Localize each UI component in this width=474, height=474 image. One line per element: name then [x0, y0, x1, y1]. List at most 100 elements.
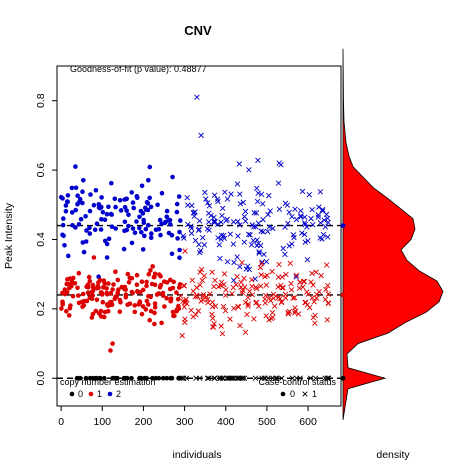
point-1-1: [218, 323, 224, 329]
point-2-1: [192, 209, 198, 215]
point-0-0: [169, 375, 175, 381]
point-2-1: [255, 157, 261, 164]
point-2-1: [297, 207, 304, 214]
point-2-1: [243, 266, 250, 272]
point-1-0: [140, 287, 146, 293]
point-2-0: [75, 193, 80, 198]
point-1-1: [242, 329, 249, 336]
point-2-1: [270, 225, 276, 232]
point-2-1: [201, 242, 208, 248]
plot-area: [56, 65, 342, 407]
point-2-1: [234, 181, 241, 187]
point-1-1: [235, 304, 242, 310]
point-outlier: [198, 132, 204, 139]
point-2-0: [126, 223, 131, 229]
point-1-0: [135, 289, 140, 295]
point-2-0: [134, 194, 140, 199]
point-2-0: [65, 199, 70, 204]
point-2-1: [267, 208, 273, 214]
point-1-0: [90, 282, 96, 288]
point-2-1: [322, 224, 329, 230]
point-2-1: [324, 234, 331, 240]
point-outlier: [194, 94, 200, 100]
point-1-0: [66, 285, 72, 291]
point-2-1: [234, 254, 240, 260]
point-2-1: [230, 241, 237, 247]
point-1-0: [134, 272, 140, 278]
y-tick-label: 0.6: [35, 163, 47, 178]
point-2-1: [252, 276, 258, 282]
point-2-1: [293, 274, 299, 280]
y-tick-label: 0.8: [35, 93, 47, 108]
point-2-1: [289, 213, 295, 220]
point-2-1: [242, 208, 249, 215]
point-2-1: [227, 231, 234, 237]
point-2-0: [174, 201, 180, 207]
point-2-0: [122, 219, 128, 225]
point-1-1: [287, 260, 294, 267]
point-2-0: [73, 164, 78, 169]
density-threshold-marker-0: [340, 375, 346, 381]
point-2-1: [206, 203, 213, 209]
point-1-1: [246, 288, 253, 295]
point-0-1: [272, 375, 279, 381]
point-1-0: [76, 300, 82, 306]
point-2-0: [163, 219, 168, 225]
point-1-0: [119, 284, 125, 290]
point-1-0: [117, 309, 123, 315]
point-1-0: [167, 286, 173, 292]
point-2-1: [230, 219, 237, 225]
point-2-1: [317, 220, 324, 226]
point-2-0: [141, 217, 146, 223]
point-1-1: [229, 290, 235, 297]
point-1-1: [280, 285, 286, 291]
point-0-1: [312, 375, 319, 381]
point-0-1: [231, 375, 238, 381]
point-1-0: [89, 296, 95, 302]
point-2-0: [93, 188, 99, 193]
point-1-0: [160, 290, 166, 296]
point-1-0: [146, 272, 152, 277]
point-2-1: [255, 190, 261, 196]
point-0-1: [193, 375, 199, 381]
point-2-0: [80, 189, 85, 194]
point-2-0: [140, 247, 146, 252]
point-1-1: [279, 274, 285, 280]
point-1-1: [297, 279, 303, 285]
point-1-1: [231, 305, 237, 312]
point-1-1: [308, 279, 314, 285]
point-2-0: [60, 196, 65, 201]
point-1-1: [181, 304, 188, 310]
point-1-0: [109, 299, 114, 305]
point-1-0: [93, 308, 99, 314]
point-1-1: [301, 278, 308, 285]
point-2-1: [253, 185, 260, 192]
point-1-1: [179, 332, 185, 339]
point-1-0: [71, 275, 76, 281]
point-0-1: [325, 375, 332, 381]
point-2-1: [231, 259, 237, 266]
point-1-0: [172, 313, 177, 319]
point-1-1: [245, 301, 252, 307]
point-1-1: [184, 301, 190, 307]
point-2-1: [244, 263, 251, 269]
point-1-0: [113, 269, 118, 275]
point-1-0: [152, 310, 157, 316]
point-1-0: [137, 300, 142, 306]
point-1-1: [234, 273, 240, 280]
point-2-1: [246, 167, 252, 173]
point-2-1: [299, 230, 305, 236]
point-1-1: [292, 308, 299, 314]
point-1-1: [325, 300, 332, 307]
point-2-1: [199, 234, 206, 241]
point-2-1: [284, 202, 291, 208]
point-1-0: [150, 264, 155, 269]
point-1-1: [324, 317, 331, 323]
point-1-1: [263, 313, 269, 319]
point-1-1: [239, 259, 245, 266]
point-2-0: [81, 178, 86, 183]
point-1-1: [266, 294, 273, 301]
point-2-1: [202, 189, 208, 196]
point-1-1: [245, 294, 251, 301]
point-1-0: [147, 317, 152, 323]
